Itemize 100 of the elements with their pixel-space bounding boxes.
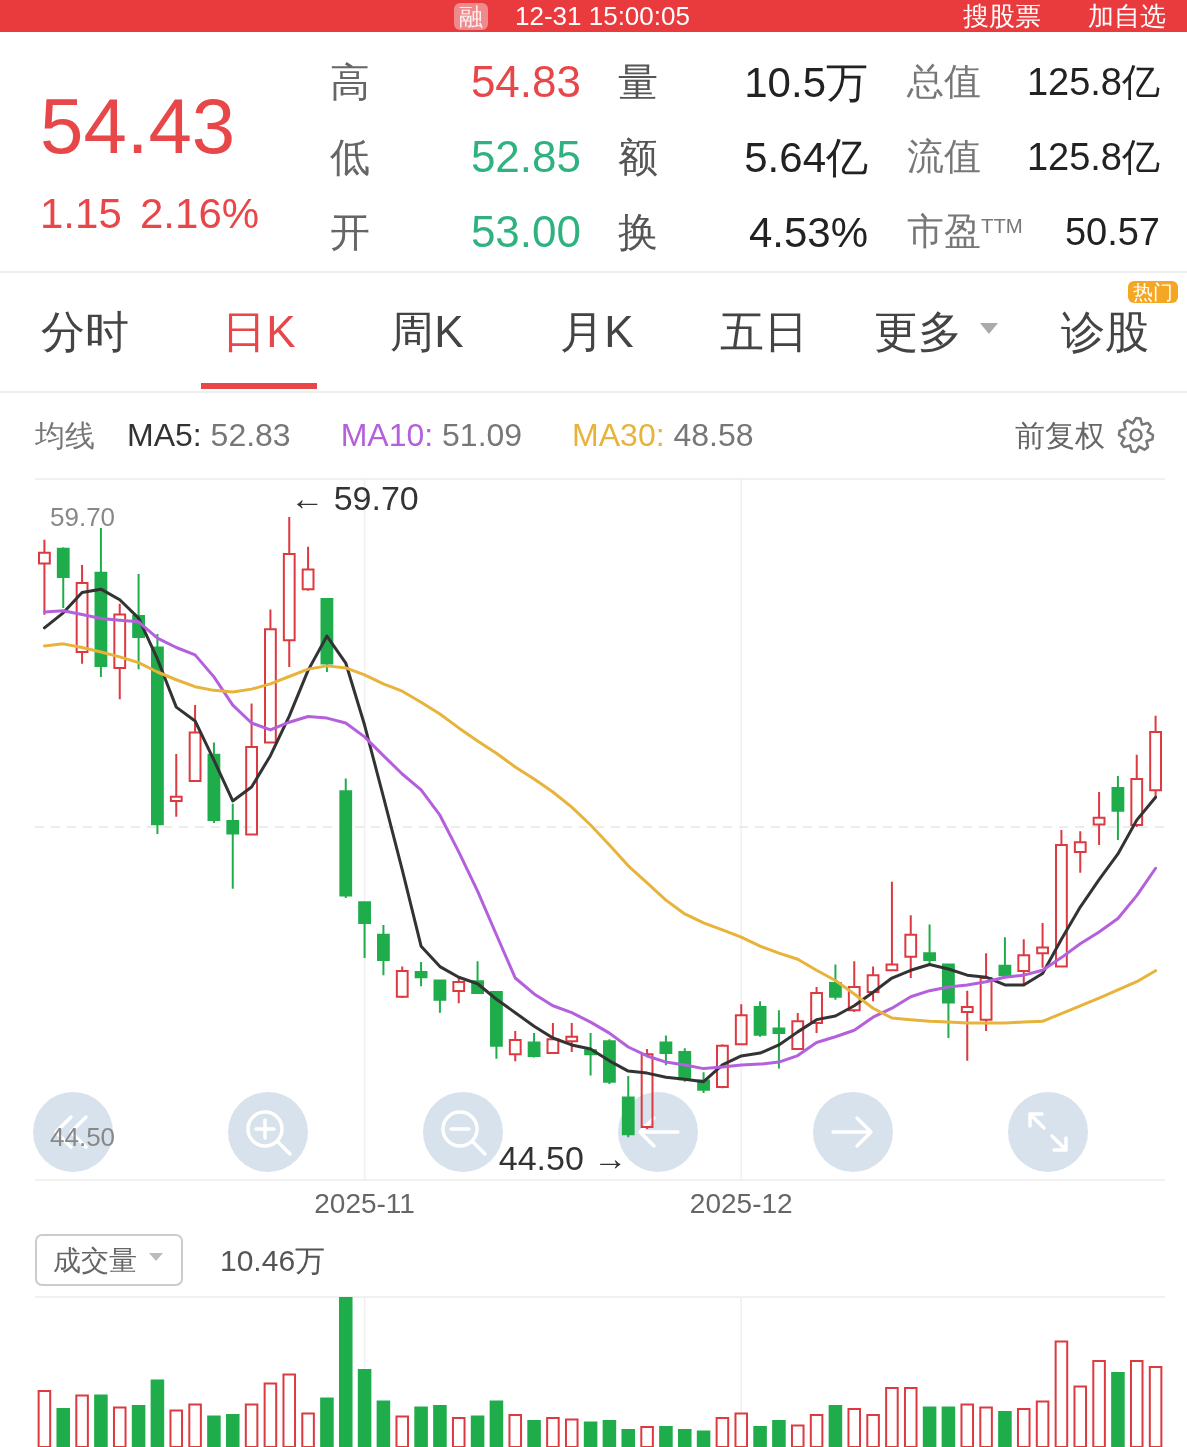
text: MA10: 51.09: [340, 417, 523, 453]
candlestick: [490, 990, 503, 1060]
bar: [338, 1297, 353, 1447]
bar: [1092, 1360, 1106, 1447]
bar: [433, 1405, 447, 1447]
bar: [828, 1405, 843, 1447]
bar: [564, 1418, 579, 1447]
text: 低: [330, 135, 370, 179]
bar: [1073, 1385, 1088, 1447]
candlestick: [527, 1032, 541, 1059]
bar: [56, 1408, 71, 1447]
candlestick: [38, 538, 51, 616]
text: 50.57: [1064, 211, 1160, 253]
candlestick: [772, 1009, 786, 1070]
bar: [451, 1417, 466, 1447]
x-tick-label: 2025-11: [314, 1188, 415, 1219]
bar: [94, 1394, 108, 1447]
candlestick: [565, 1021, 579, 1053]
candlestick: [1036, 921, 1049, 969]
text: 搜股票: [963, 1, 1041, 31]
candlestick: [301, 545, 315, 592]
bar: [1054, 1340, 1069, 1447]
candlestick: [282, 515, 296, 669]
candlestick: [169, 753, 183, 818]
text: 10.5万: [744, 59, 868, 106]
bar: [677, 1429, 692, 1447]
candlestick: [753, 1000, 767, 1038]
text: 54.83: [470, 57, 581, 106]
text: 125.8亿: [1026, 61, 1160, 103]
bar: [715, 1417, 730, 1447]
bar: [1035, 1400, 1050, 1447]
text: 周K: [390, 307, 464, 356]
bar: [659, 1426, 673, 1447]
text: 前复权: [1015, 419, 1105, 452]
bar: [1016, 1408, 1031, 1447]
line-series: [42, 642, 1158, 1025]
text: 五日: [720, 307, 808, 356]
bar: [866, 1414, 880, 1447]
bar: [414, 1406, 428, 1447]
bar: [621, 1429, 636, 1447]
candlestick: [1092, 790, 1106, 847]
text: 5.64亿: [744, 134, 868, 181]
candlestick: [603, 1038, 616, 1086]
text: 12-31 15:00:05: [515, 1, 690, 31]
text: 2.16%: [140, 190, 260, 237]
bar: [508, 1414, 523, 1447]
text: 月K: [560, 307, 634, 356]
candlestick: [866, 965, 880, 1003]
text: 流值: [907, 136, 981, 177]
candlestick: [847, 960, 861, 1013]
candlestick: [94, 526, 108, 678]
text: 52.85: [470, 132, 581, 181]
bar: [790, 1424, 805, 1447]
candlestick: [433, 979, 447, 1014]
candlestick: [1111, 775, 1125, 842]
candlestick: [584, 1032, 597, 1077]
candlestick: [885, 880, 899, 972]
candlestick: [998, 936, 1012, 977]
bar: [527, 1420, 541, 1447]
text: 高: [330, 60, 370, 104]
bar: [1148, 1366, 1163, 1447]
text: 额: [618, 135, 658, 179]
bar: [244, 1403, 259, 1447]
candlestick: [829, 963, 842, 1001]
bar: [301, 1412, 315, 1447]
candlestick: [264, 608, 277, 744]
candlestick: [339, 777, 353, 900]
bar: [998, 1411, 1012, 1447]
candlestick: [1149, 714, 1162, 798]
bar: [376, 1400, 391, 1447]
candlestick: [1017, 938, 1031, 986]
text: 54.43: [40, 82, 236, 170]
candlestick: [188, 704, 202, 782]
bar: [903, 1387, 918, 1447]
candlestick: [395, 965, 409, 1000]
bar: [583, 1421, 598, 1447]
bar: [112, 1406, 127, 1447]
bar: [207, 1415, 221, 1447]
bar: [188, 1403, 202, 1447]
candlestick: [452, 976, 466, 1005]
text: 4.53%: [748, 209, 868, 256]
candlestick: [960, 989, 974, 1062]
bar: [320, 1397, 334, 1447]
bar: [809, 1414, 824, 1447]
candlestick: [659, 1034, 673, 1067]
bar: [131, 1405, 146, 1447]
bar: [941, 1406, 956, 1447]
bar: [37, 1390, 52, 1447]
y-tick-label: 59.70: [50, 501, 116, 532]
bar: [546, 1417, 560, 1447]
bar: [979, 1406, 993, 1447]
candlestick: [151, 633, 164, 835]
bar: [847, 1408, 862, 1447]
bar: [1129, 1360, 1144, 1447]
candlestick: [1130, 753, 1144, 829]
candlestick: [979, 952, 993, 1033]
bar: [772, 1420, 786, 1447]
bar: [75, 1394, 89, 1447]
bar: [282, 1373, 297, 1447]
bar: [885, 1387, 899, 1447]
